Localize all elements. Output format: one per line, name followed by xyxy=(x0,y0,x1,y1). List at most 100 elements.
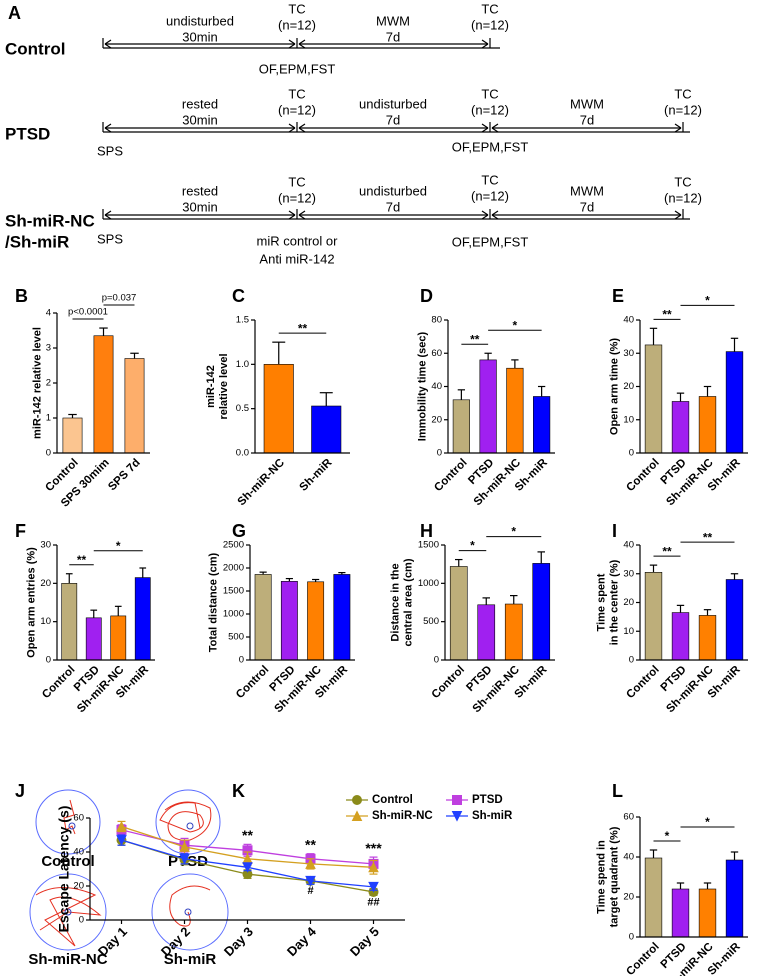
y-tick-label: 1000 xyxy=(418,578,439,589)
panel-letter: F xyxy=(15,521,26,541)
timeline-text: 30min xyxy=(182,112,217,127)
bar xyxy=(449,566,468,661)
row-name: Sh-miR-NC xyxy=(5,211,95,230)
timeline-text: 7d xyxy=(580,199,594,214)
timeline-text: undisturbed xyxy=(359,183,427,198)
y-tick-label: 40 xyxy=(73,847,84,858)
significance-label: * xyxy=(513,318,518,332)
y-axis-title: Total distance (cm) xyxy=(208,552,220,652)
y-tick-label: 0 xyxy=(46,448,51,459)
y-tick-label: 0 xyxy=(437,448,442,459)
panel-letter: I xyxy=(612,521,617,541)
panel-letter: D xyxy=(420,286,433,306)
track-label: Sh-miR xyxy=(164,951,217,968)
x-tick-label: Day 4 xyxy=(284,923,320,959)
x-tick-label: Sh-miR-NC xyxy=(236,457,287,508)
platform xyxy=(186,822,194,830)
y-tick-label: 30 xyxy=(623,348,634,359)
bar xyxy=(644,572,663,661)
bar xyxy=(725,579,744,661)
y-axis-title: miR-142 relative level xyxy=(31,327,43,439)
bar xyxy=(698,888,717,938)
x-tick-label: Control xyxy=(234,664,271,701)
significance-label: ** xyxy=(662,544,672,558)
bar xyxy=(671,888,690,938)
significance-label: * xyxy=(705,815,710,829)
y-tick-label: 40 xyxy=(623,540,634,551)
legend-marker xyxy=(452,795,462,805)
significance-label: p<0.0001 xyxy=(68,307,108,318)
arrow-head xyxy=(288,210,296,220)
timeline-text: undisturbed xyxy=(166,13,234,28)
x-tick-label: Control xyxy=(624,941,661,976)
annotation: ** xyxy=(305,836,316,852)
timeline-text: OF,EPM,FST xyxy=(259,61,336,76)
arrow-head xyxy=(674,210,682,220)
y-tick-label: 10 xyxy=(623,626,634,637)
y-axis-title: target quadrant (%) xyxy=(609,826,621,927)
legend-marker xyxy=(351,810,363,821)
y-tick-label: 1500 xyxy=(418,540,439,551)
timeline-text: TC xyxy=(674,86,691,101)
x-tick-label: Control xyxy=(624,457,661,494)
x-tick-label: Sh-miR xyxy=(298,456,335,493)
bar xyxy=(452,399,470,454)
timeline-text: TC xyxy=(288,86,305,101)
significance-label: ** xyxy=(77,553,87,567)
timeline-text: TC xyxy=(481,1,498,16)
timeline-text: OF,EPM,FST xyxy=(452,234,529,249)
panel-letter: K xyxy=(232,781,245,801)
y-axis-title: Distance in the xyxy=(390,563,402,641)
y-tick-label: 20 xyxy=(623,597,634,608)
y-tick-label: 20 xyxy=(40,578,51,589)
y-axis-title: miR-142 xyxy=(205,365,217,408)
arrow-head xyxy=(298,39,306,49)
bar xyxy=(698,396,717,454)
y-axis-title: Escape Latency (s) xyxy=(56,806,72,933)
x-tick-label: Control xyxy=(430,664,467,701)
platform xyxy=(64,908,72,916)
y-tick-label: 0 xyxy=(629,448,634,459)
timeline-text: rested xyxy=(182,183,218,198)
track xyxy=(169,885,211,927)
significance-label: * xyxy=(470,539,475,553)
x-tick-label: Control xyxy=(432,457,469,494)
pool xyxy=(35,789,101,855)
y-tick-label: 40 xyxy=(431,381,442,392)
y-tick-label: 60 xyxy=(623,812,634,823)
bar xyxy=(725,859,744,938)
timeline-text: OF,EPM,FST xyxy=(452,139,529,154)
marker xyxy=(179,853,190,865)
timeline-text: rested xyxy=(182,96,218,111)
arrow-head xyxy=(491,210,499,220)
marker xyxy=(242,862,253,873)
panel-letter: E xyxy=(612,286,624,306)
annotation: ** xyxy=(242,827,253,843)
y-tick-label: 40 xyxy=(623,852,634,863)
bar xyxy=(263,364,294,454)
y-tick-label: 4 xyxy=(46,308,51,319)
timeline-text: 7d xyxy=(386,29,400,44)
y-tick-label: 60 xyxy=(431,348,442,359)
y-tick-label: 0 xyxy=(46,655,51,666)
significance-label: ** xyxy=(298,321,308,335)
annotation: *** xyxy=(365,840,382,856)
x-tick-label: Control xyxy=(624,664,661,701)
track xyxy=(63,799,76,835)
significance-label: ** xyxy=(470,332,480,346)
annotation: ## xyxy=(367,896,379,908)
bar xyxy=(61,583,78,661)
x-tick-label: Control xyxy=(40,664,77,701)
bar xyxy=(477,604,496,661)
timeline-text: MWM xyxy=(570,96,604,111)
bar xyxy=(85,617,102,661)
marker xyxy=(305,875,316,887)
legend-label: Control xyxy=(372,794,413,806)
y-tick-label: 1000 xyxy=(223,609,244,620)
y-axis-title: Time spent xyxy=(596,573,608,631)
panel-letter: G xyxy=(232,521,246,541)
y-tick-label: 2500 xyxy=(223,540,244,551)
row-name: PTSD xyxy=(5,124,50,143)
y-tick-label: 0 xyxy=(629,655,634,666)
